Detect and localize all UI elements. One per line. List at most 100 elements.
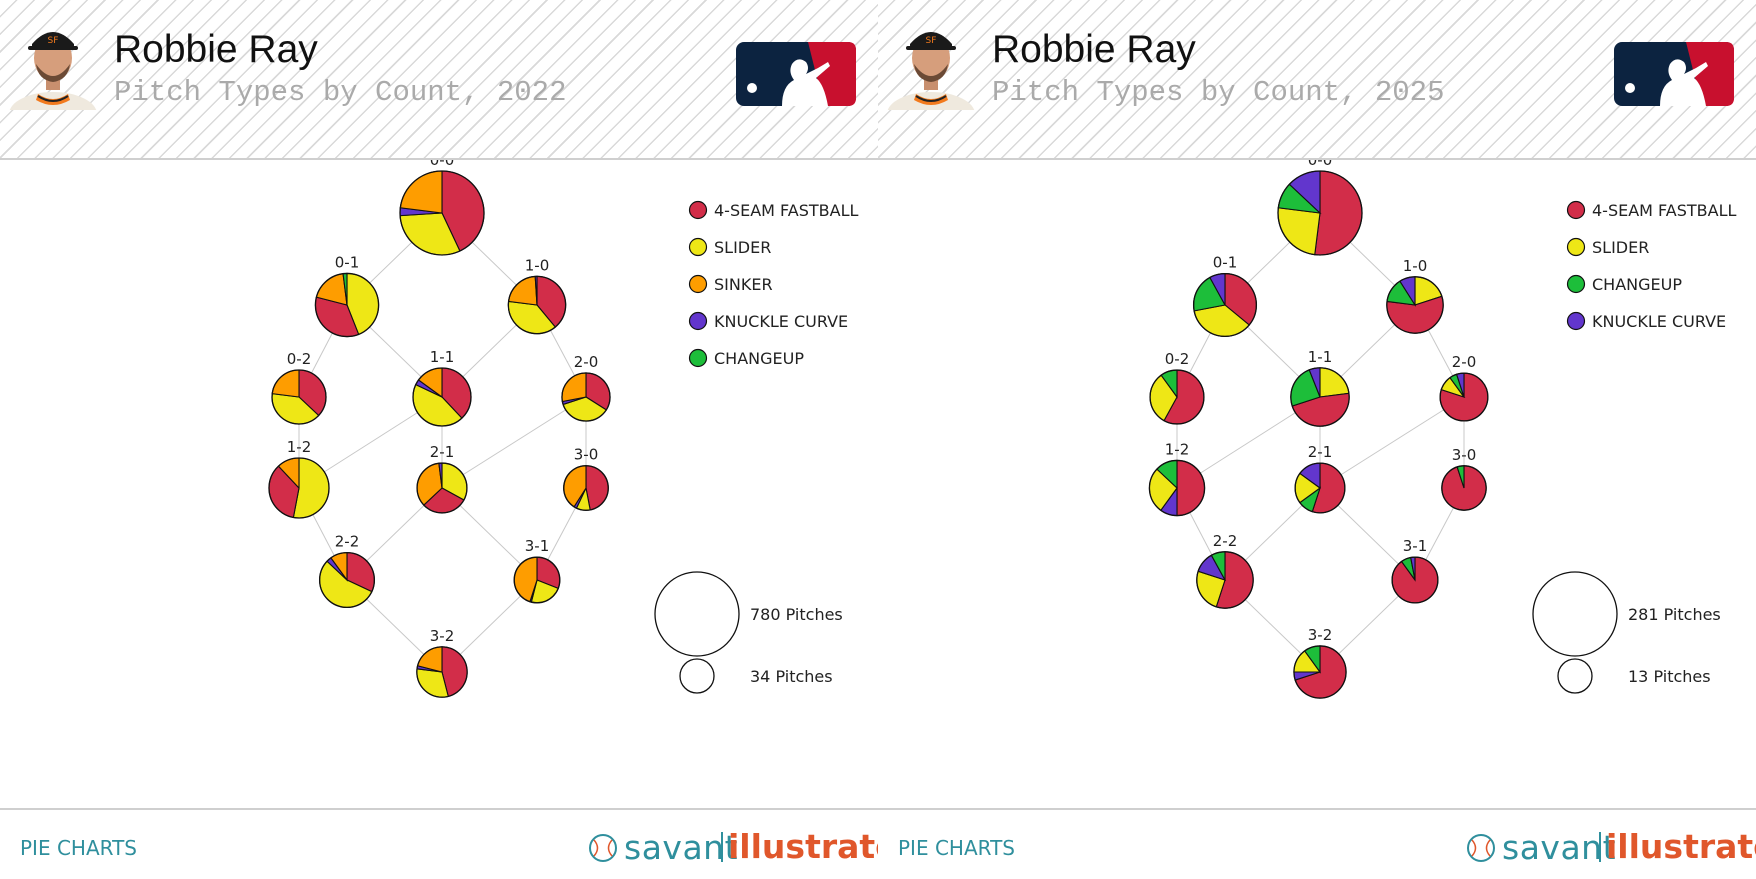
pie-3-2[interactable]: 3-2 (1293, 626, 1347, 699)
legend-item-slider: SLIDER (688, 237, 771, 257)
count-label: 3-0 (1452, 446, 1477, 464)
pie-outline (563, 465, 609, 511)
pie-chart-area: 0-0 0-1 1-0 0-2 1-1 2-0 1-2 2-1 3-0 2-2 3-1 3-2 4-SE… (1148, 160, 1737, 699)
pie-3-1[interactable]: 3-1 (1391, 537, 1439, 604)
count-label: 2-0 (1452, 353, 1477, 371)
pie-1-1[interactable]: 1-1 (1290, 348, 1350, 427)
pie-1-2[interactable]: 1-2 (1148, 440, 1206, 517)
count-label: 1-1 (1308, 348, 1333, 366)
brand-savant-text: savant (1502, 828, 1617, 867)
size-legend-label: 34 Pitches (750, 667, 833, 686)
panel-header: SF Robbie Ray Pitch Types by Count, 2025 (878, 0, 1756, 160)
slice-sinker[interactable] (399, 170, 443, 214)
pie-outline (561, 372, 611, 422)
pie-outline (513, 556, 561, 604)
pie-0-0[interactable]: 0-0 (1277, 160, 1363, 256)
size-legend-large: 281 Pitches (1532, 571, 1721, 657)
legend-label: SINKER (714, 275, 773, 294)
legend-swatch (1566, 274, 1586, 294)
pie-0-1[interactable]: 0-1 (314, 253, 380, 338)
mlb-logo (736, 42, 856, 106)
count-connector (441, 396, 587, 489)
count-label: 2-2 (335, 533, 360, 551)
legend-item-4-seam-fastball: 4-SEAM FASTBALL (688, 200, 859, 220)
pie-outline (1441, 465, 1487, 511)
panel-footer: PIE CHARTS savant illustrator (0, 808, 878, 879)
legend-swatch (688, 348, 708, 368)
chart-subtitle: Pitch Types by Count, 2025 (992, 76, 1445, 109)
slice-4-seam-fastball[interactable] (1314, 170, 1363, 256)
pie-0-2[interactable]: 0-2 (271, 350, 327, 425)
pie-2-1[interactable]: 2-1 (416, 443, 468, 514)
pie-0-1[interactable]: 0-1 (1192, 254, 1258, 338)
pie-1-2[interactable]: 1-2 (268, 438, 330, 519)
chart-subtitle: Pitch Types by Count, 2022 (114, 76, 567, 109)
size-legend-label: 780 Pitches (750, 605, 843, 624)
legend-label: SLIDER (714, 238, 771, 257)
count-label: 1-2 (1165, 440, 1190, 458)
pie-outline (318, 551, 376, 609)
pie-outline (1386, 276, 1444, 334)
legend-swatch (1566, 237, 1586, 257)
pie-0-0[interactable]: 0-0 (399, 160, 485, 256)
size-legend-circle (679, 658, 715, 694)
pie-outline (1391, 556, 1439, 604)
count-label: 1-2 (287, 438, 312, 456)
count-label: 0-0 (1308, 160, 1333, 169)
legend-label: KNUCKLE CURVE (714, 312, 848, 331)
pie-2-1[interactable]: 2-1 (1294, 443, 1346, 514)
pie-charts-link[interactable]: PIE CHARTS (898, 836, 1015, 860)
size-legend-small: 34 Pitches (679, 658, 833, 694)
legend-swatch (1566, 200, 1586, 220)
panel-header: SF Robbie Ray Pitch Types by Count, 2022 (0, 0, 878, 160)
player-name: Robbie Ray (992, 28, 1196, 71)
size-legend-circle (1532, 571, 1618, 657)
legend-item-4-seam-fastball: 4-SEAM FASTBALL (1566, 200, 1737, 220)
count-label: 1-0 (525, 256, 550, 274)
count-label: 2-1 (430, 443, 455, 461)
pie-1-0[interactable]: 1-0 (507, 256, 567, 335)
pie-1-1[interactable]: 1-1 (412, 348, 472, 427)
pie-0-2[interactable]: 0-2 (1149, 350, 1205, 425)
count-connector (1319, 396, 1465, 489)
count-label: 1-0 (1403, 257, 1428, 275)
count-label: 2-0 (574, 353, 599, 371)
legend-item-knuckle-curve: KNUCKLE CURVE (688, 311, 848, 331)
legend-item-changeup: CHANGEUP (1566, 274, 1682, 294)
pie-1-0[interactable]: 1-0 (1386, 257, 1444, 334)
pie-outline (1277, 170, 1363, 256)
count-label: 3-1 (1403, 537, 1428, 555)
pie-3-0[interactable]: 3-0 (563, 446, 609, 511)
legend-item-changeup: CHANGEUP (688, 348, 804, 368)
pie-outline (268, 457, 330, 519)
count-label: 0-1 (1213, 254, 1238, 272)
svg-text:SF: SF (926, 36, 937, 46)
pie-2-0[interactable]: 2-0 (561, 353, 611, 422)
count-label: 3-2 (430, 627, 455, 645)
pie-outline (1148, 459, 1206, 517)
pie-charts-link[interactable]: PIE CHARTS (20, 836, 137, 860)
slice-4-seam-fastball[interactable] (1176, 459, 1206, 517)
pie-3-1[interactable]: 3-1 (513, 537, 561, 604)
player-name: Robbie Ray (114, 28, 318, 71)
pie-outline (1439, 372, 1489, 422)
legend-swatch (688, 311, 708, 331)
pie-outline (1293, 645, 1347, 699)
pie-chart-area: 0-0 0-1 1-0 0-2 1-1 2-0 1-2 2-1 3-0 2-2 3-1 3-2 4-SE… (268, 160, 859, 698)
pie-3-0[interactable]: 3-0 (1441, 446, 1487, 511)
pie-2-2[interactable]: 2-2 (318, 533, 376, 609)
legend-label: KNUCKLE CURVE (1592, 312, 1726, 331)
pie-outline (399, 170, 485, 256)
pie-2-0[interactable]: 2-0 (1439, 353, 1489, 422)
slice-sinker[interactable] (561, 372, 587, 403)
pie-3-2[interactable]: 3-2 (416, 627, 468, 698)
baseball-icon (1467, 834, 1495, 862)
pie-outline (271, 369, 327, 425)
count-label: 2-2 (1213, 532, 1238, 550)
brand-divider (1599, 832, 1601, 862)
chart-panel-2025: SF Robbie Ray Pitch Types by Count, 2025… (878, 0, 1756, 879)
count-label: 0-1 (335, 253, 360, 271)
legend-item-knuckle-curve: KNUCKLE CURVE (1566, 311, 1726, 331)
pie-2-2[interactable]: 2-2 (1196, 532, 1254, 609)
size-legend-circle (1557, 658, 1593, 694)
